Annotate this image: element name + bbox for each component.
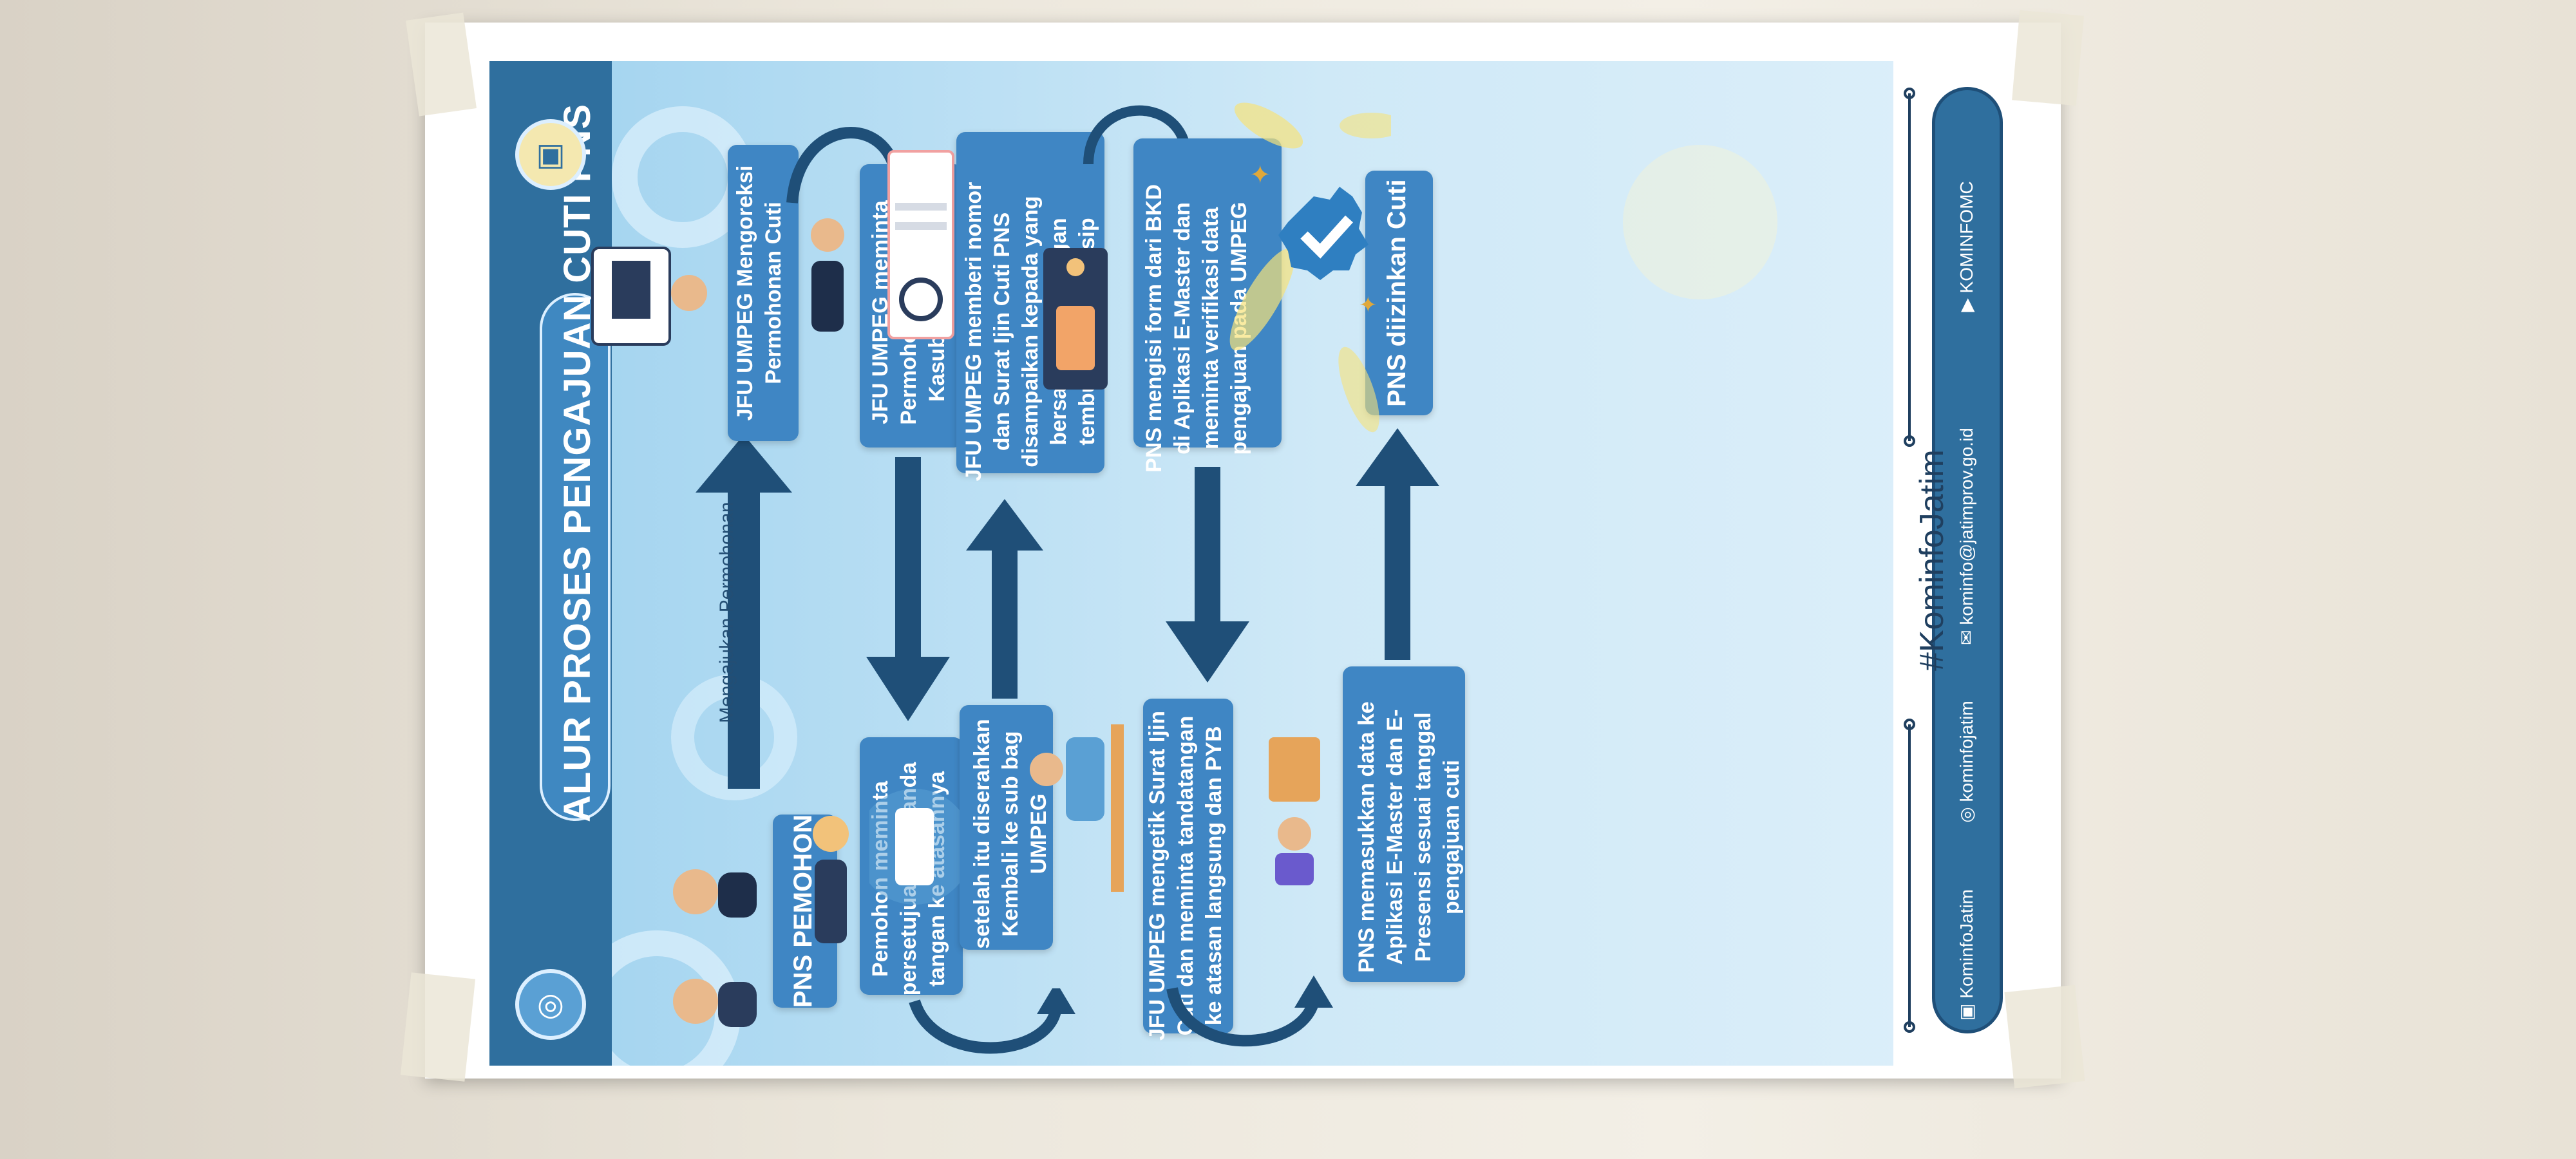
data-entry-illustration: [1269, 737, 1320, 885]
tape: [2004, 985, 2085, 1089]
step-label-memasukkan: PNS memasukkan data ke Aplikasi E-Master…: [1354, 701, 1464, 973]
hashtag: #KominfoJatim: [1913, 449, 1951, 671]
footer-instagram: ◎ kominfojatim: [1956, 672, 1979, 852]
curved-arrow-mengetik-to-memasukkan: [1166, 975, 1333, 1047]
documents-magnifier-illustration: [887, 150, 954, 339]
poster-artwork: ALUR PROSES PENGAJUAN CUTI PNS ◎ ▣ PNS P…: [489, 61, 2003, 1066]
step-box-diizinkan: [1365, 171, 1433, 415]
email-address: kominfo@jatimprov.go.id: [1956, 428, 1976, 625]
footer-pill: [1932, 87, 2003, 1033]
instagram-icon: ◎: [1956, 802, 1976, 823]
desk-worker-illustration: [591, 247, 707, 346]
handover-illustration: [869, 789, 960, 905]
approval-badge-checkmark-icon: ✦ ✦: [1229, 102, 1391, 433]
tape: [405, 12, 477, 117]
step-box-koreksi: [728, 145, 799, 441]
arrow-up-diserahkan-to-nomor: [966, 499, 1043, 699]
twitter-icon: ▣: [1956, 998, 1976, 1021]
twitter-handle: KominfoJatim: [1956, 889, 1976, 999]
instagram-handle: kominfojatim: [1956, 701, 1976, 802]
youtube-icon: ▶: [1956, 293, 1976, 312]
connector-label: Mengajukan Permohonan: [716, 502, 737, 723]
provincial-emblem-icon: ▣: [515, 119, 586, 190]
kominfo-logo-icon: ◎: [515, 969, 586, 1040]
typing-worker-illustration: [1030, 724, 1124, 892]
tape: [2012, 10, 2084, 106]
email-icon: ✉: [1956, 625, 1976, 645]
svg-text:✦: ✦: [1249, 161, 1271, 189]
arrow-down-form-to-mengetik: [1166, 467, 1249, 683]
youtube-channel: KOMINFOMC: [1956, 181, 1976, 294]
footer-youtube: ▶ KOMINFOMC: [1956, 156, 1979, 337]
step-box-mengetik: [1143, 699, 1233, 1033]
curved-arrow-persetujuan-to-diserahkan: [909, 988, 1075, 1054]
svg-text:✦: ✦: [1359, 293, 1378, 317]
footer-divider-lines: [1904, 88, 1915, 1033]
form-app-illustration: [1043, 248, 1108, 390]
staff-illustration: [811, 218, 844, 332]
approver-illustration: [813, 816, 849, 943]
title-pill: [540, 293, 611, 821]
footer-twitter: ▣ KominfoJatim: [1956, 865, 1979, 1045]
footer-email: ✉ kominfo@jatimprov.go.id: [1956, 420, 1979, 652]
step-box-diserahkan: [960, 705, 1053, 950]
arrow-up-pemohon-to-jfu: [696, 435, 792, 789]
tape: [400, 972, 476, 1082]
applicant-people-illustration: [673, 869, 757, 1027]
arrow-down-paraf-to-persetujuan: [866, 457, 950, 721]
arrow-up-memasukkan-to-diizinkan: [1356, 428, 1439, 660]
poster: ALUR PROSES PENGAJUAN CUTI PNS ◎ ▣ PNS P…: [400, 10, 2085, 1089]
step-box-memasukkan: [1343, 666, 1465, 982]
